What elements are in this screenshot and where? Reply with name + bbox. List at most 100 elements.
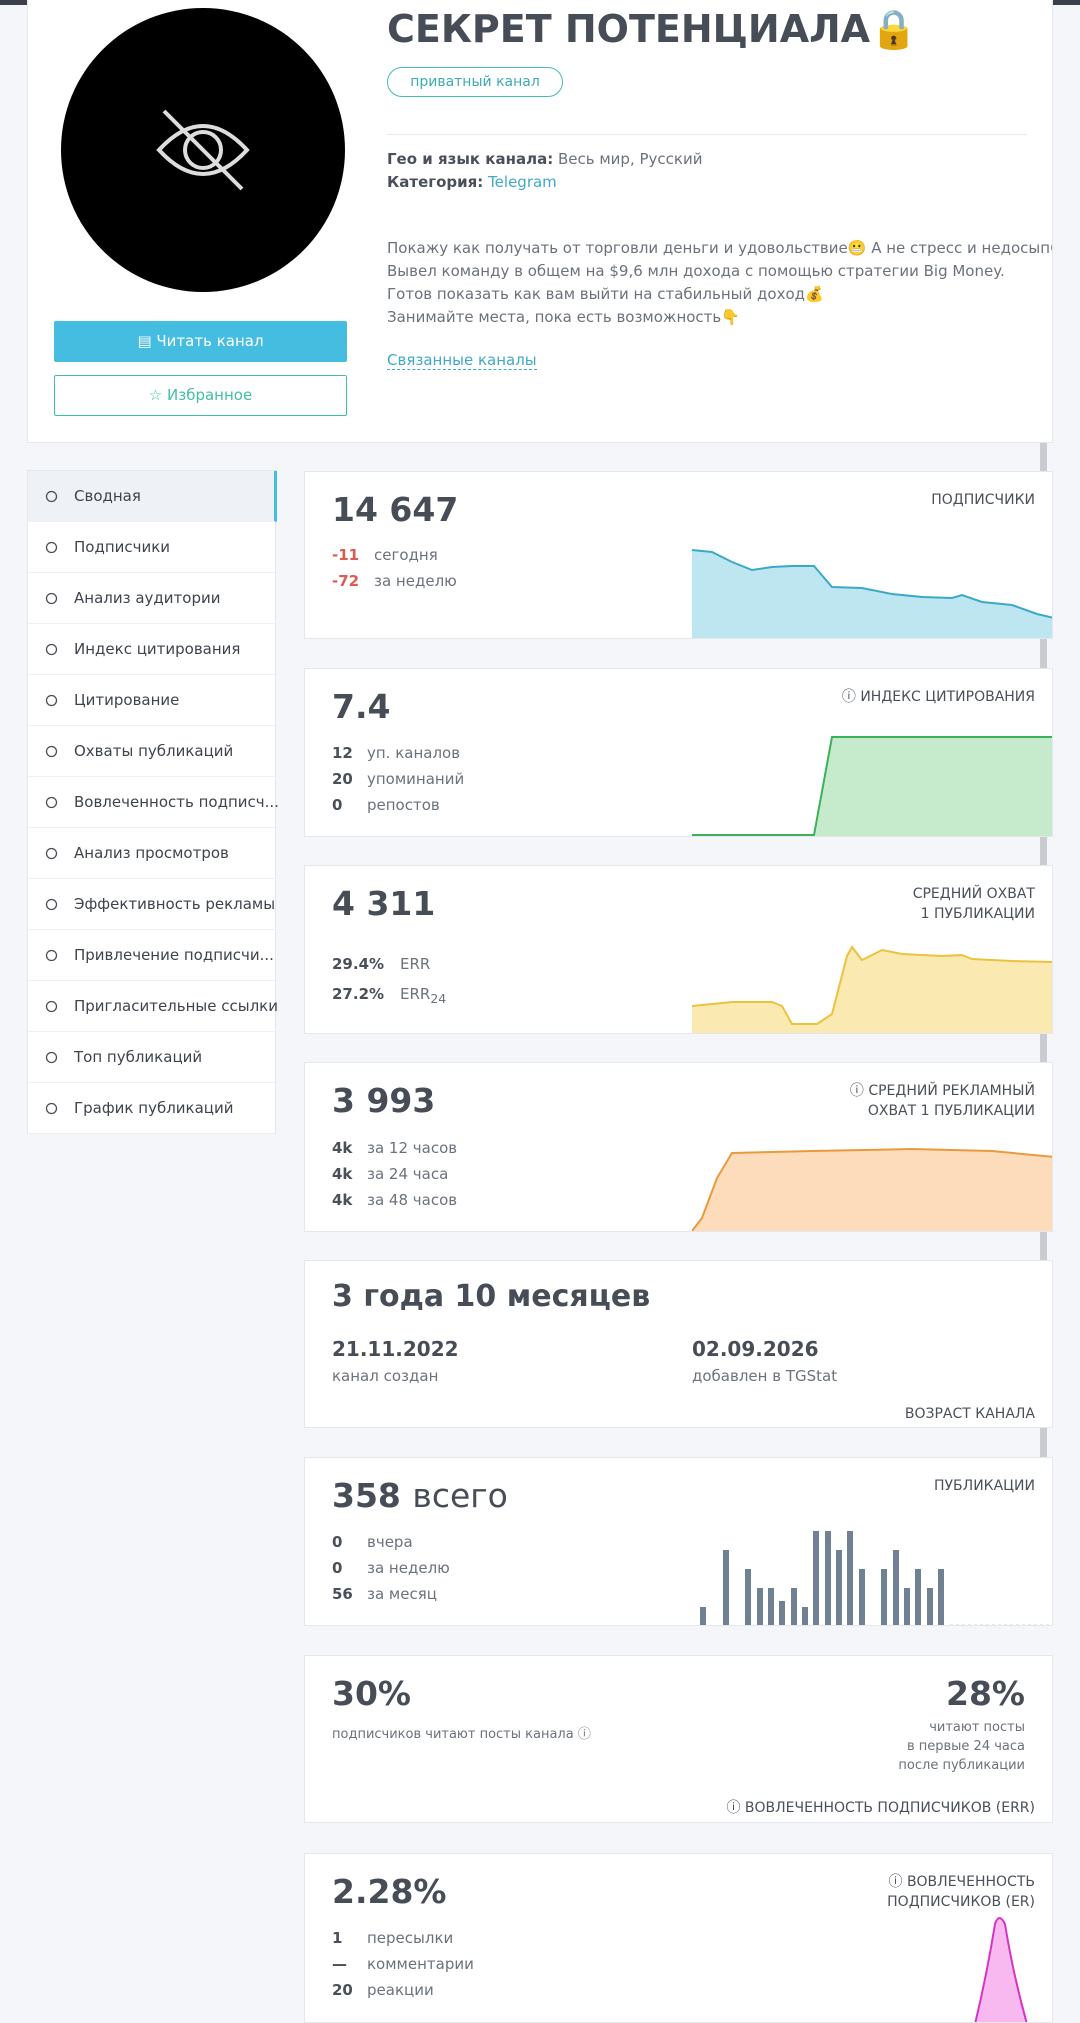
stat-label: уп. каналов (367, 744, 461, 762)
stat-value: -11 (332, 546, 360, 564)
stat-value: -72 (332, 572, 360, 590)
age-card: 3 года 10 месяцев 21.11.2022 канал созда… (304, 1260, 1053, 1428)
subscribers-label: ПОДПИСЧИКИ (931, 492, 1035, 508)
sidebar-item[interactable]: Вовлеченность подписч... (28, 777, 279, 828)
sidebar-item-text: График публикаций (74, 1099, 234, 1117)
er-card: 2.28% ⓘ ВОВЛЕЧЕННОСТЬ ПОДПИСЧИКОВ (ER) 1 … (304, 1853, 1053, 2023)
stat-label: сегодня (374, 546, 438, 564)
category-value[interactable]: Telegram (488, 173, 557, 191)
related-link[interactable]: Связанные каналы (387, 351, 537, 370)
sparkline (692, 736, 1052, 836)
stat-value: 1 (332, 1929, 343, 1947)
read-button[interactable]: ▤ Читать канал (54, 321, 347, 362)
stat-label: реакции (367, 1981, 434, 1999)
sidebar-item[interactable]: Анализ аудитории (28, 573, 277, 624)
category-label: Категория: (387, 173, 484, 191)
sidebar-item[interactable]: Охваты публикаций (28, 726, 277, 777)
ad-reach-card: 3 993 ⓘ СРЕДНИЙ РЕКЛАМНЫЙ ОХВАТ 1 ПУБЛИКА… (304, 1062, 1053, 1232)
reach-label: СРЕДНИЙ ОХВАТ 1 ПУБЛИКАЦИИ (913, 884, 1035, 924)
sidebar-item[interactable]: Индекс цитирования (28, 624, 277, 675)
posts-bars (700, 1531, 1052, 1625)
sidebar-icon (45, 541, 58, 554)
reach-label-line: СРЕДНИЙ ОХВАТ (912, 886, 1035, 902)
stat-label: за месяц (367, 1585, 437, 1603)
sidebar-item[interactable]: Эффективность рекламы (28, 879, 277, 930)
stat-label: репостов (367, 796, 440, 814)
sidebar-item[interactable]: Подписчики (28, 522, 277, 573)
sidebar-icon (45, 796, 58, 809)
description-line: Покажу как получать от торговли деньги и… (387, 239, 1053, 257)
sidebar-item-text: Охваты публикаций (74, 742, 234, 760)
sparkline (974, 1917, 1028, 2022)
favorite-button-text: Избранное (167, 386, 253, 404)
err-caption2: читают посты в первые 24 часа после публик… (898, 1718, 1025, 1775)
err-caption2-line: после публикации (898, 1758, 1025, 1773)
citation-card: 7.4 ⓘ ИНДЕКС ЦИТИРОВАНИЯ 12 уп. каналов … (304, 668, 1053, 837)
channel-header: ▤ Читать канал ☆ Избранное СЕКРЕТ ПОТЕНЦ… (27, 0, 1053, 443)
sidebar-icon (45, 847, 58, 860)
err-caption2-line: в первые 24 часа (906, 1739, 1025, 1754)
sidebar-icon (45, 592, 58, 605)
posts-value: 358 (332, 1476, 401, 1515)
sidebar-item[interactable]: Топ публикаций (28, 1032, 277, 1083)
favorite-button[interactable]: ☆ Избранное (54, 375, 347, 416)
channel-title: СЕКРЕТ ПОТЕНЦИАЛА🔒 (387, 7, 918, 51)
stat-label: за 24 часа (367, 1165, 449, 1183)
sidebar-item-text: Цитирование (74, 691, 180, 709)
sidebar-icon (45, 949, 58, 962)
description-line: Вывел команду в общем на $9,6 млн дохода… (387, 262, 1005, 280)
sidebar-icon (45, 1102, 58, 1115)
stat-value: 4k (332, 1139, 353, 1157)
sidebar-item[interactable]: Анализ просмотров (28, 828, 277, 879)
stat-label: за 48 часов (367, 1191, 458, 1209)
err-caption2-line: читают посты (929, 1720, 1025, 1735)
er-label-line: ВОВЛЕЧЕННОСТЬ (906, 1874, 1035, 1890)
er-label-line: ПОДПИСЧИКОВ (ER) (887, 1894, 1035, 1910)
avatar (61, 8, 345, 292)
err-caption-text: подписчиков читают посты канала (332, 1727, 574, 1742)
sparkline (692, 945, 1052, 1033)
sidebar-item-text: Сводная (74, 487, 141, 505)
sidebar-icon (45, 490, 58, 503)
sidebar-item[interactable]: Сводная (28, 471, 277, 522)
sidebar-item-text: Привлечение подписчи... (74, 946, 274, 964)
posts-label: ПУБЛИКАЦИИ (934, 1478, 1035, 1494)
subscribers-value: 14 647 (332, 490, 459, 529)
stat-value: 0 (332, 1559, 343, 1577)
created-date: 21.11.2022 (332, 1337, 459, 1361)
stat-value: 56 (332, 1585, 353, 1603)
sidebar-item[interactable]: Пригласительные ссылки (28, 981, 278, 1032)
ad-reach-label-line: ОХВАТ 1 ПУБЛИКАЦИИ (867, 1103, 1035, 1119)
sidebar-item[interactable]: Привлечение подписчи... (28, 930, 277, 981)
stat-value: 0 (332, 1533, 343, 1551)
category-row: Категория: Telegram (387, 173, 557, 191)
posts-unit: всего (412, 1476, 508, 1515)
er-label: ⓘ ВОВЛЕЧЕННОСТЬ ПОДПИСЧИКОВ (ER) (887, 1874, 1035, 1910)
stat-label: вчера (367, 1533, 413, 1551)
err-value2: 28% (946, 1674, 1025, 1713)
description-line: Готов показать как вам выйти на стабильн… (387, 285, 824, 303)
sidebar-item-text: Топ публикаций (74, 1048, 203, 1066)
stat-value: 20 (332, 1981, 353, 1999)
sidebar-item[interactable]: Цитирование (28, 675, 277, 726)
age-label: ВОЗРАСТ КАНАЛА (904, 1406, 1035, 1422)
stat-value: 20 (332, 770, 353, 788)
sidebar-item-text: Вовлеченность подписч... (74, 793, 279, 811)
ad-reach-label: ⓘ СРЕДНИЙ РЕКЛАМНЫЙ ОХВАТ 1 ПУБЛИКАЦИИ (849, 1083, 1035, 1119)
err-card: 30% подписчиков читают посты канала ⓘ 28… (304, 1655, 1053, 1823)
stat-value: 0 (332, 796, 343, 814)
citation-label-text: ИНДЕКС ЦИТИРОВАНИЯ (860, 689, 1035, 705)
posts-value-row: 358 всего (332, 1476, 508, 1515)
ad-reach-value: 3 993 (332, 1081, 436, 1120)
stat-label: комментарии (367, 1955, 474, 1973)
reach-card: 4 311 СРЕДНИЙ ОХВАТ 1 ПУБЛИКАЦИИ 29.4% ER… (304, 865, 1053, 1034)
stat-value: 4k (332, 1165, 353, 1183)
sidebar: Сводная Подписчики Анализ аудитории Индекс … (27, 470, 279, 1134)
err-value: 30% (332, 1674, 411, 1713)
sidebar-icon (45, 1051, 58, 1064)
sidebar-item[interactable]: График публикаций (28, 1083, 277, 1134)
added-date: 02.09.2026 (692, 1337, 819, 1361)
subscribers-card: 14 647 ПОДПИСЧИКИ -11 сегодня -72 за нед… (304, 471, 1053, 639)
